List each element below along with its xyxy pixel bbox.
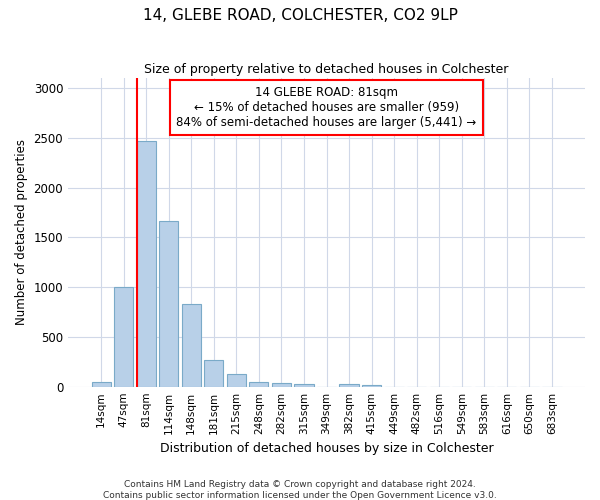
Bar: [250, 382, 268, 386]
Text: 14 GLEBE ROAD: 81sqm
← 15% of detached houses are smaller (959)
84% of semi-deta: 14 GLEBE ROAD: 81sqm ← 15% of detached h…: [176, 86, 476, 129]
Bar: [204, 360, 223, 386]
Bar: [340, 384, 359, 386]
Bar: [272, 382, 291, 386]
Bar: [362, 384, 381, 386]
Y-axis label: Number of detached properties: Number of detached properties: [15, 140, 28, 326]
Bar: [295, 384, 314, 386]
Bar: [114, 287, 133, 386]
Bar: [92, 382, 110, 386]
Bar: [137, 141, 156, 386]
Title: Size of property relative to detached houses in Colchester: Size of property relative to detached ho…: [145, 62, 509, 76]
X-axis label: Distribution of detached houses by size in Colchester: Distribution of detached houses by size …: [160, 442, 493, 455]
Bar: [182, 304, 201, 386]
Text: Contains HM Land Registry data © Crown copyright and database right 2024.
Contai: Contains HM Land Registry data © Crown c…: [103, 480, 497, 500]
Text: 14, GLEBE ROAD, COLCHESTER, CO2 9LP: 14, GLEBE ROAD, COLCHESTER, CO2 9LP: [143, 8, 457, 22]
Bar: [227, 374, 246, 386]
Bar: [159, 222, 178, 386]
